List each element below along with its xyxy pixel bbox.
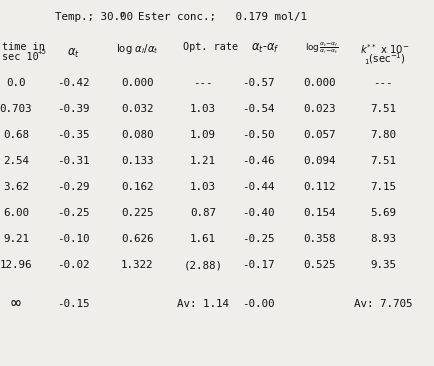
Text: 3.62: 3.62	[3, 182, 29, 192]
Text: 0.703: 0.703	[0, 104, 32, 114]
Text: 0.023: 0.023	[304, 104, 336, 114]
Text: 0.133: 0.133	[121, 156, 153, 166]
Text: 1.21: 1.21	[190, 156, 216, 166]
Text: 1.61: 1.61	[190, 234, 216, 244]
Text: Ester conc.;   0.179 mol/1: Ester conc.; 0.179 mol/1	[138, 12, 307, 22]
Text: $\alpha_t$: $\alpha_t$	[66, 47, 79, 60]
Text: 6.00: 6.00	[3, 208, 29, 218]
Text: Av: 1.14: Av: 1.14	[177, 299, 229, 309]
Text: 0.057: 0.057	[304, 130, 336, 140]
Text: -0.57: -0.57	[242, 78, 274, 88]
Text: 1.03: 1.03	[190, 182, 216, 192]
Text: 0.080: 0.080	[121, 130, 153, 140]
Text: -0.46: -0.46	[242, 156, 274, 166]
Text: $\log\,\alpha_i/\alpha_t$: $\log\,\alpha_i/\alpha_t$	[115, 42, 158, 56]
Text: -0.17: -0.17	[242, 260, 274, 270]
Text: sec 10: sec 10	[2, 52, 39, 62]
Text: 0.626: 0.626	[121, 234, 153, 244]
Text: $_{1}(\mathrm{sec}^{-1})$: $_{1}(\mathrm{sec}^{-1})$	[364, 52, 406, 67]
Text: 2.54: 2.54	[3, 156, 29, 166]
Text: 0.525: 0.525	[304, 260, 336, 270]
Text: ---: ---	[373, 78, 393, 88]
Text: o: o	[119, 10, 124, 19]
Text: 0.000: 0.000	[304, 78, 336, 88]
Text: (2.88): (2.88)	[184, 260, 223, 270]
Text: 0.0: 0.0	[6, 78, 26, 88]
Text: -0.31: -0.31	[57, 156, 89, 166]
Text: -0.50: -0.50	[242, 130, 274, 140]
Text: $\alpha_t$-$\alpha_f$: $\alpha_t$-$\alpha_f$	[251, 42, 279, 55]
Text: -0.25: -0.25	[242, 234, 274, 244]
Text: 0.225: 0.225	[121, 208, 153, 218]
Text: 8.93: 8.93	[370, 234, 396, 244]
Text: ∞: ∞	[11, 296, 21, 311]
Text: -0.10: -0.10	[57, 234, 89, 244]
Text: +5: +5	[38, 49, 47, 55]
Text: 0.112: 0.112	[304, 182, 336, 192]
Text: -0.25: -0.25	[57, 208, 89, 218]
Text: 5.69: 5.69	[370, 208, 396, 218]
Text: time in: time in	[2, 42, 45, 52]
Text: -0.15: -0.15	[57, 299, 89, 309]
Text: 7.51: 7.51	[370, 156, 396, 166]
Text: $\log\frac{\alpha_t{-}\alpha_f}{\alpha_i{-}\alpha_t}$: $\log\frac{\alpha_t{-}\alpha_f}{\alpha_i…	[305, 40, 339, 56]
Text: 0.032: 0.032	[121, 104, 153, 114]
Text: 0.68: 0.68	[3, 130, 29, 140]
Text: 7.80: 7.80	[370, 130, 396, 140]
Text: ---: ---	[193, 78, 213, 88]
Text: 1.09: 1.09	[190, 130, 216, 140]
Text: Opt. rate: Opt. rate	[183, 42, 238, 52]
Text: 1.322: 1.322	[121, 260, 153, 270]
Text: 9.21: 9.21	[3, 234, 29, 244]
Text: -0.29: -0.29	[57, 182, 89, 192]
Text: 7.51: 7.51	[370, 104, 396, 114]
Text: 1.03: 1.03	[190, 104, 216, 114]
Text: -0.39: -0.39	[57, 104, 89, 114]
Text: 0.000: 0.000	[121, 78, 153, 88]
Text: 0.154: 0.154	[304, 208, 336, 218]
Text: Temp.; 30.00: Temp.; 30.00	[55, 12, 133, 22]
Text: -0.40: -0.40	[242, 208, 274, 218]
Text: 0.358: 0.358	[304, 234, 336, 244]
Text: -0.42: -0.42	[57, 78, 89, 88]
Text: 12.96: 12.96	[0, 260, 32, 270]
Text: 9.35: 9.35	[370, 260, 396, 270]
Text: 0.094: 0.094	[304, 156, 336, 166]
Text: -0.35: -0.35	[57, 130, 89, 140]
Text: 0.87: 0.87	[190, 208, 216, 218]
Text: -0.00: -0.00	[242, 299, 274, 309]
Text: -0.54: -0.54	[242, 104, 274, 114]
Text: $k^{**}$ x $10^{-}$: $k^{**}$ x $10^{-}$	[360, 42, 410, 56]
Text: Av: 7.705: Av: 7.705	[354, 299, 412, 309]
Text: -0.02: -0.02	[57, 260, 89, 270]
Text: 7.15: 7.15	[370, 182, 396, 192]
Text: 0.162: 0.162	[121, 182, 153, 192]
Text: -0.44: -0.44	[242, 182, 274, 192]
